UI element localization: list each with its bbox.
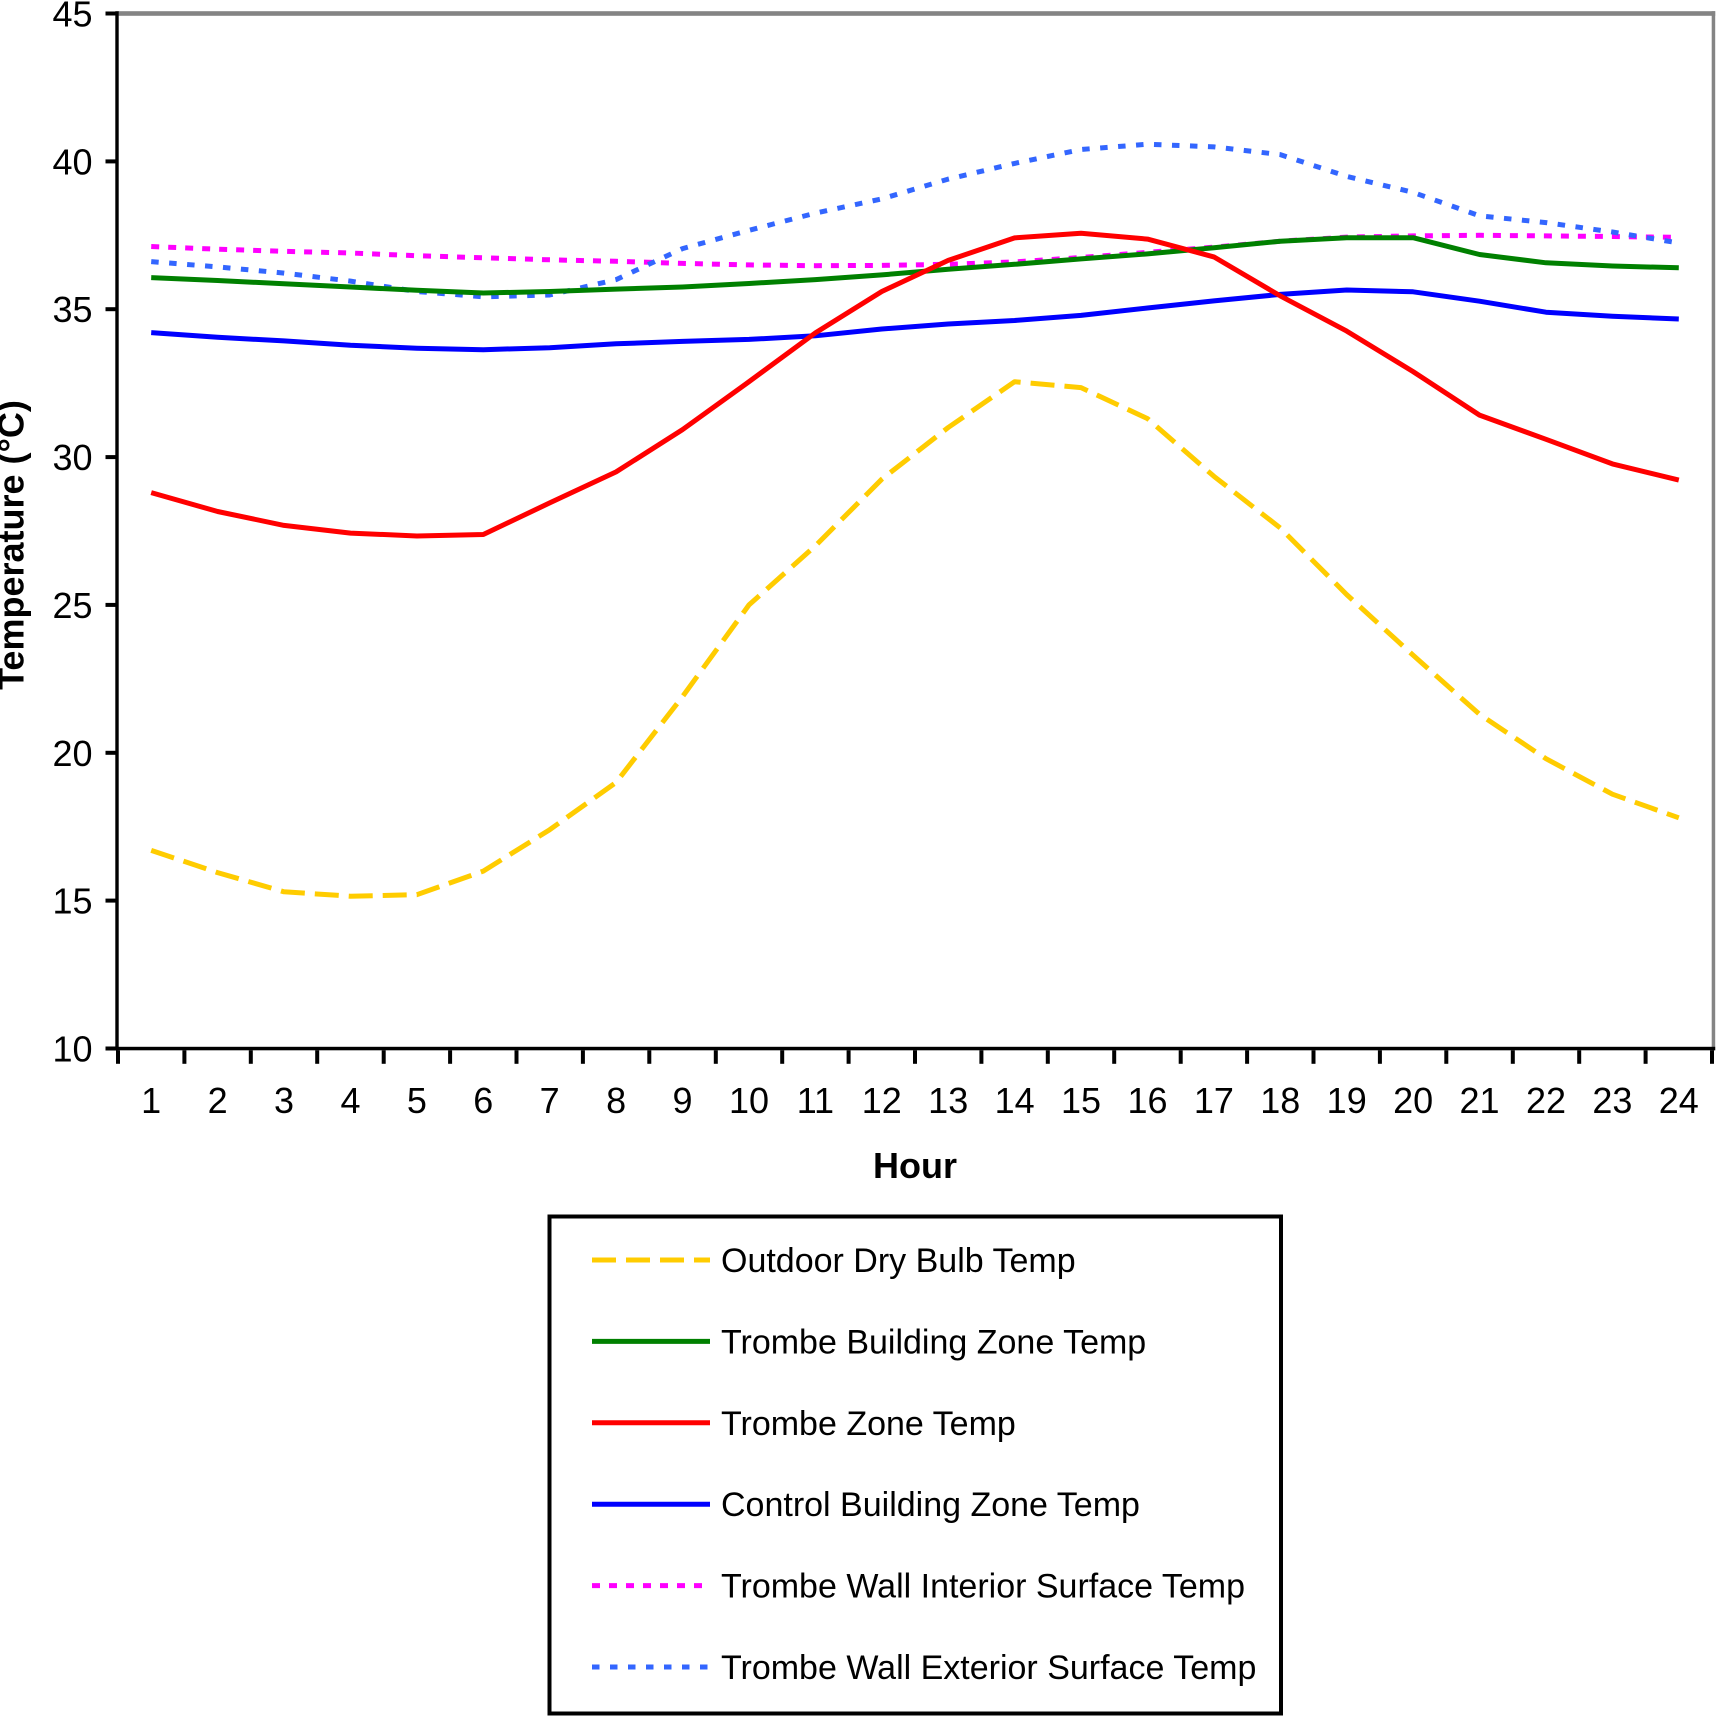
svg-text:4: 4 bbox=[340, 1080, 360, 1121]
svg-text:Trombe Building Zone Temp: Trombe Building Zone Temp bbox=[721, 1323, 1146, 1361]
svg-text:12: 12 bbox=[862, 1080, 902, 1121]
svg-text:17: 17 bbox=[1194, 1080, 1234, 1121]
svg-text:14: 14 bbox=[995, 1080, 1035, 1121]
svg-text:40: 40 bbox=[52, 141, 92, 182]
svg-text:15: 15 bbox=[52, 881, 92, 922]
svg-text:45: 45 bbox=[52, 0, 92, 35]
svg-text:23: 23 bbox=[1592, 1080, 1632, 1121]
svg-text:30: 30 bbox=[52, 437, 92, 478]
svg-text:5: 5 bbox=[407, 1080, 427, 1121]
svg-text:19: 19 bbox=[1327, 1080, 1367, 1121]
svg-text:10: 10 bbox=[729, 1080, 769, 1121]
svg-text:16: 16 bbox=[1127, 1080, 1167, 1121]
svg-text:24: 24 bbox=[1659, 1080, 1699, 1121]
svg-text:11: 11 bbox=[797, 1080, 834, 1121]
svg-text:Trombe Wall Exterior Surface T: Trombe Wall Exterior Surface Temp bbox=[721, 1649, 1256, 1687]
svg-text:25: 25 bbox=[52, 585, 92, 626]
svg-text:Trombe Zone Temp: Trombe Zone Temp bbox=[721, 1405, 1016, 1443]
svg-text:20: 20 bbox=[1393, 1080, 1433, 1121]
svg-text:20: 20 bbox=[52, 733, 92, 774]
svg-text:Temperature (°C): Temperature (°C) bbox=[0, 400, 32, 690]
svg-text:Control Building Zone Temp: Control Building Zone Temp bbox=[721, 1486, 1140, 1524]
svg-text:8: 8 bbox=[606, 1080, 626, 1121]
svg-text:21: 21 bbox=[1459, 1080, 1499, 1121]
svg-text:6: 6 bbox=[473, 1080, 493, 1121]
svg-text:1: 1 bbox=[141, 1080, 161, 1121]
svg-text:9: 9 bbox=[672, 1080, 692, 1121]
svg-text:7: 7 bbox=[540, 1080, 560, 1121]
svg-text:35: 35 bbox=[52, 289, 92, 330]
svg-text:Outdoor Dry Bulb Temp: Outdoor Dry Bulb Temp bbox=[721, 1242, 1076, 1280]
svg-text:15: 15 bbox=[1061, 1080, 1101, 1121]
svg-text:18: 18 bbox=[1260, 1080, 1300, 1121]
svg-text:10: 10 bbox=[52, 1029, 92, 1070]
svg-text:3: 3 bbox=[274, 1080, 294, 1121]
svg-text:13: 13 bbox=[928, 1080, 968, 1121]
svg-text:Hour: Hour bbox=[873, 1145, 957, 1186]
svg-text:22: 22 bbox=[1526, 1080, 1566, 1121]
svg-text:2: 2 bbox=[208, 1080, 228, 1121]
svg-text:Trombe Wall Interior Surface T: Trombe Wall Interior Surface Temp bbox=[721, 1568, 1245, 1606]
